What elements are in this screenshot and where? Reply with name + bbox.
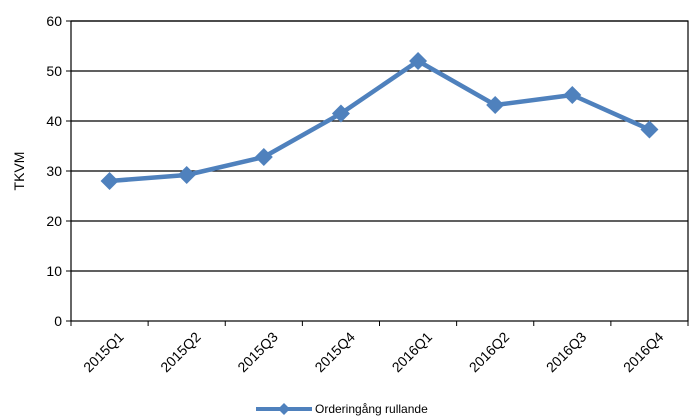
legend: Orderingång rullande [256,402,428,416]
x-tick-label: 2015Q1 [80,329,127,376]
y-tick-label: 0 [54,313,62,329]
x-tick-label: 2015Q4 [311,329,358,376]
data-point-marker [486,96,505,114]
y-tick-label: 50 [46,63,62,79]
x-tick-label: 2016Q4 [620,329,667,376]
x-tick-label: 2015Q3 [234,329,281,376]
data-point-marker [331,104,350,123]
series-line [107,58,652,184]
data-point-marker [409,52,428,70]
x-tick-label: 2015Q2 [157,329,204,376]
legend-label: Orderingång rullande [315,402,428,416]
y-axis-ticks: 0 10 20 30 40 50 60 [46,13,71,329]
data-point-marker [100,172,119,190]
data-point-marker [640,120,659,139]
y-tick-label: 30 [46,163,62,179]
x-tick-label: 2016Q1 [389,329,436,376]
series-group [100,52,659,190]
gridlines [71,20,688,272]
x-axis-ticks: 2015Q1 2015Q2 2015Q3 2015Q4 2016Q1 2016Q2 2016… [70,321,689,376]
x-tick-label: 2016Q3 [543,329,590,376]
data-point-marker [563,86,582,104]
y-tick-label: 10 [46,263,62,279]
y-axis-title: TKVM [11,152,27,191]
legend-marker-diamond [278,403,290,415]
y-tick-label: 60 [46,13,62,29]
y-tick-label: 20 [46,213,62,229]
y-tick-label: 40 [46,113,62,129]
data-point-marker [177,166,196,184]
data-point-marker [254,148,273,166]
x-tick-label: 2016Q2 [466,329,513,376]
